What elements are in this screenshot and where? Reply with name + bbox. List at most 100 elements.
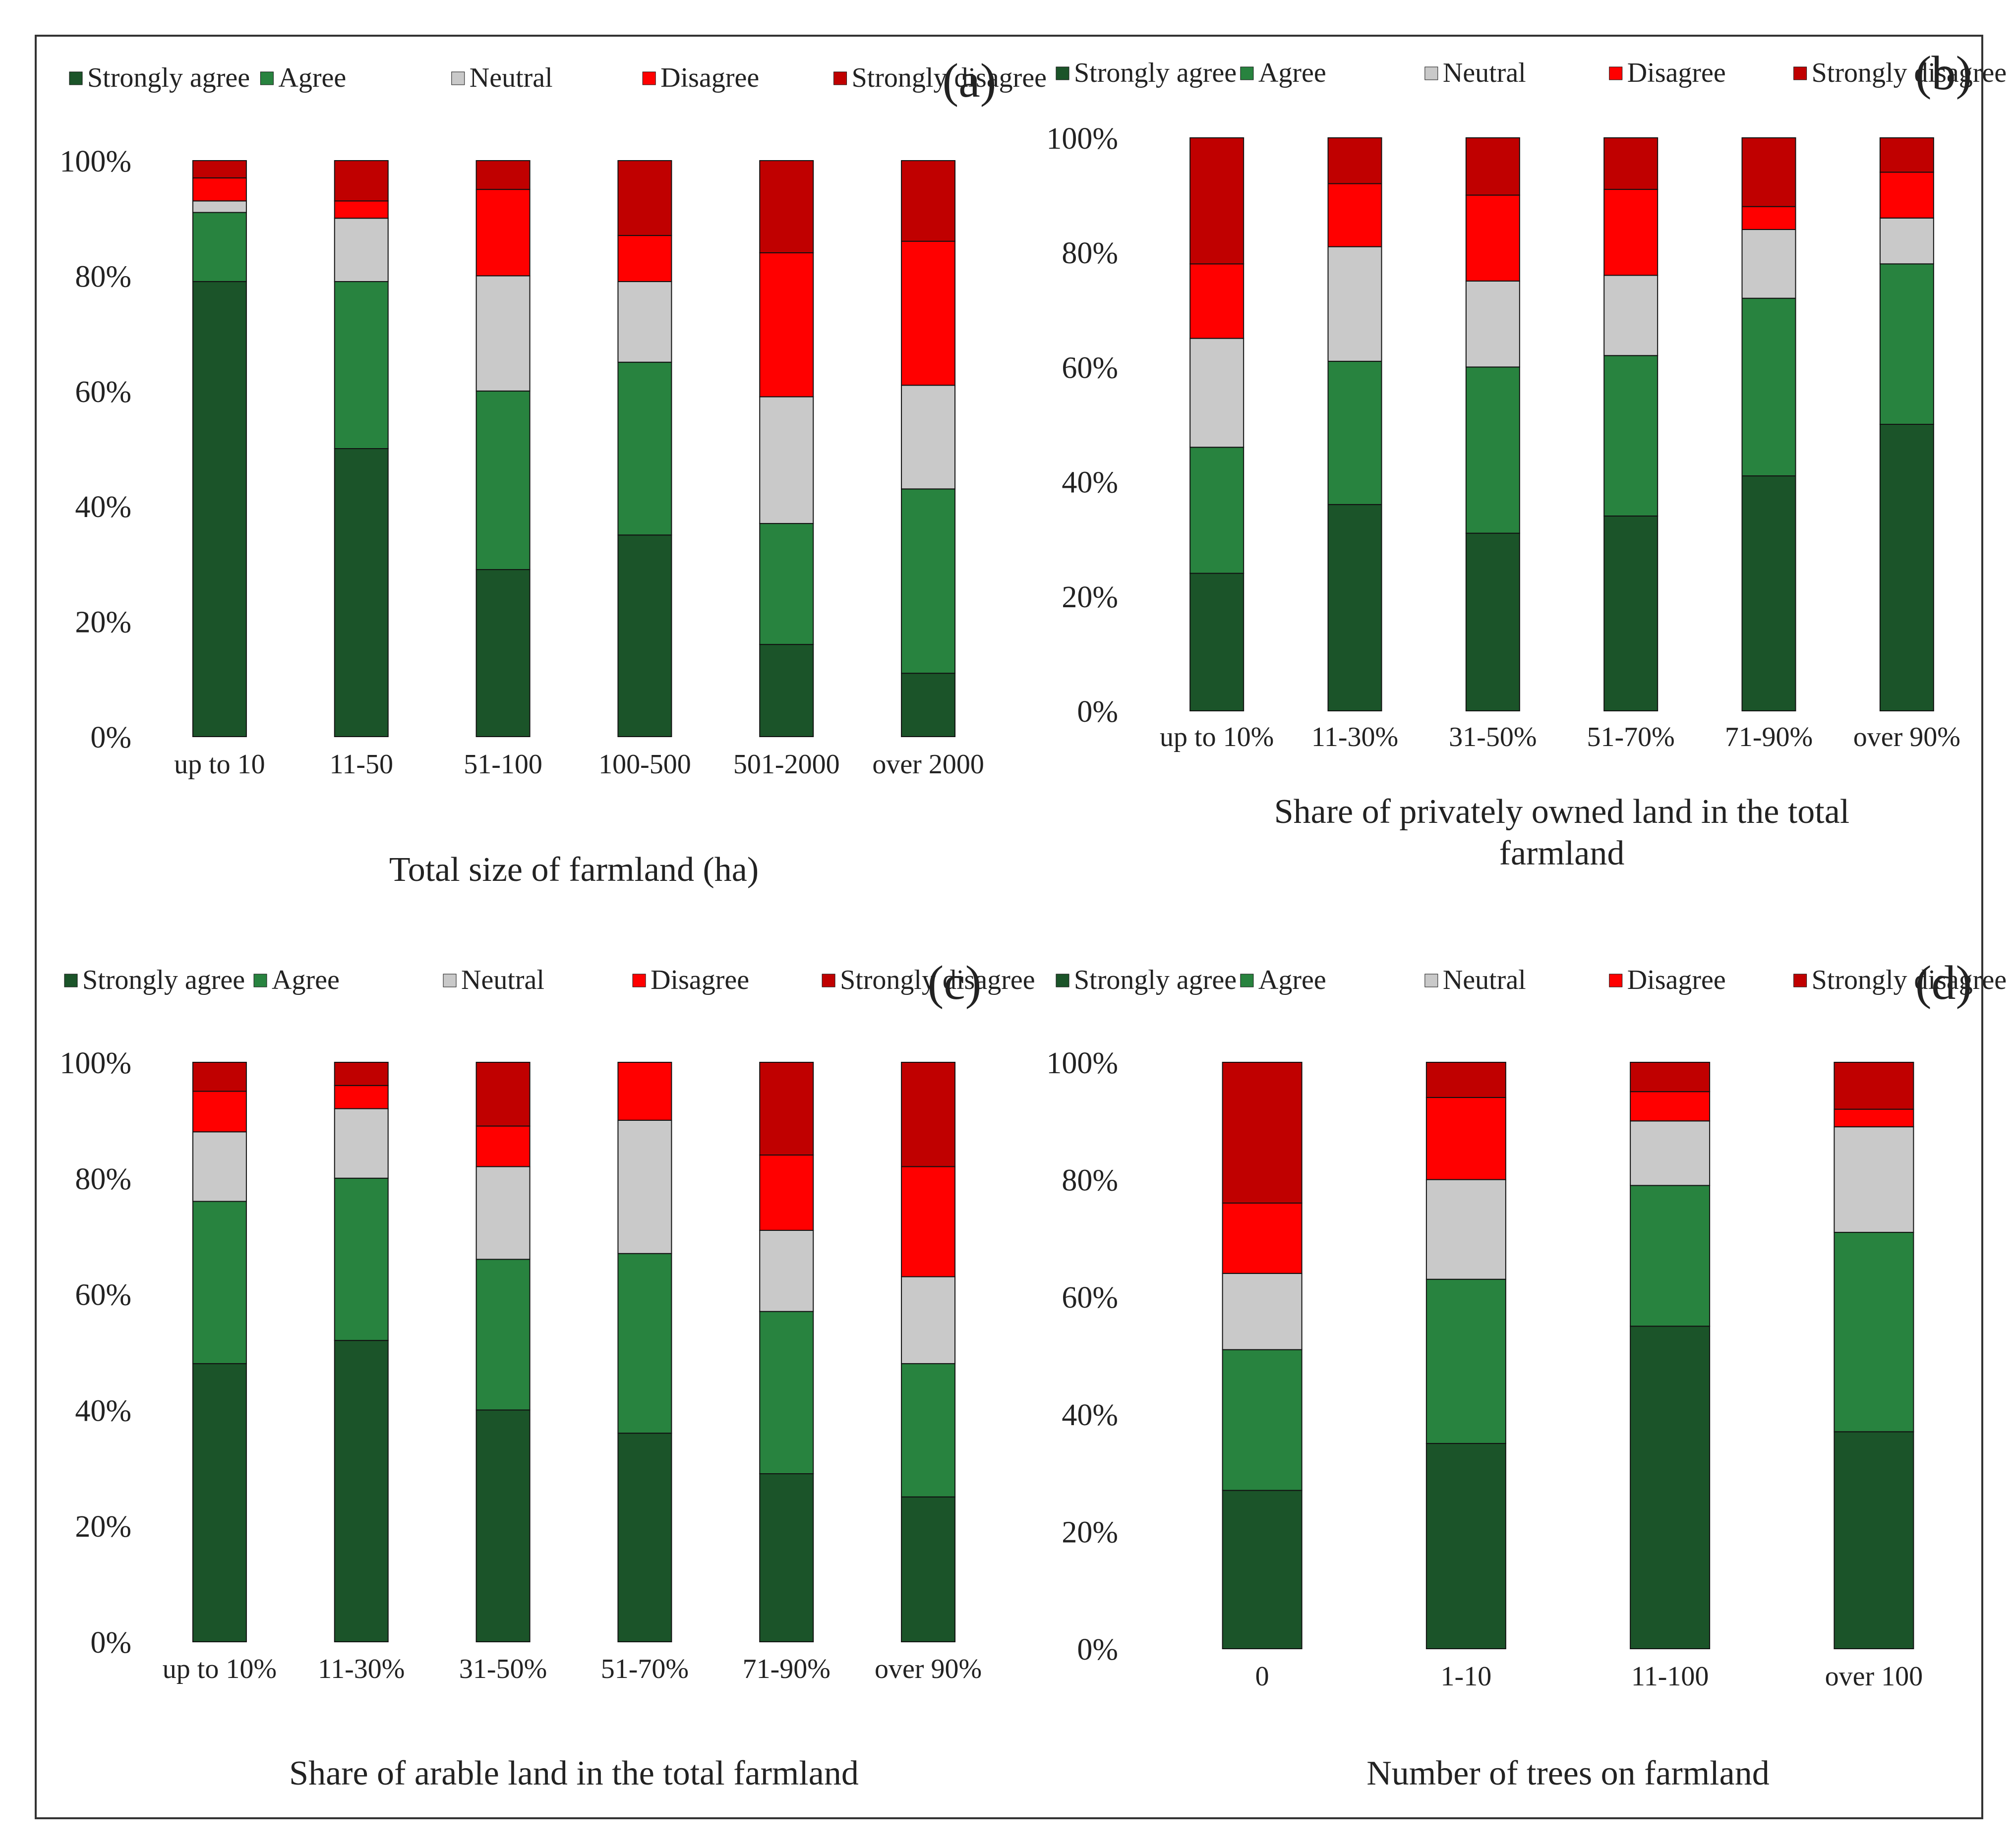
legend-label-d-0: Strongly agree: [1074, 965, 1237, 995]
y-tick-a-0: 0%: [90, 721, 131, 754]
x-category-a-4: 501-2000: [733, 749, 840, 780]
bar-segment-c-1-4: [334, 1062, 389, 1086]
bar-segment-b-1-4: [1327, 137, 1382, 184]
x-category-b-5: over 90%: [1853, 722, 1960, 752]
x-category-c-3: 51-70%: [601, 1654, 689, 1684]
bar-segment-a-0-4: [192, 160, 247, 178]
legend-swatch-d-2: [1424, 974, 1438, 987]
y-tick-d-4: 80%: [1062, 1164, 1118, 1198]
bar-segment-a-1-4: [334, 160, 389, 202]
bar-segment-b-3-3: [1603, 189, 1659, 276]
legend-label-c-3: Disagree: [651, 965, 749, 995]
bar-segment-a-3-2: [617, 281, 672, 363]
bar-segment-b-0-2: [1189, 338, 1245, 448]
legend-swatch-a-3: [642, 71, 656, 85]
y-tick-c-3: 60%: [75, 1278, 131, 1312]
legend-label-a-0: Strongly agree: [87, 62, 250, 93]
bar-segment-a-1-2: [334, 218, 389, 283]
legend-label-a-1: Agree: [278, 62, 346, 93]
bar-segment-c-5-3: [901, 1166, 956, 1277]
bar-segment-a-3-0: [617, 534, 672, 738]
legend-label-b-2: Neutral: [1443, 58, 1526, 88]
x-category-d-3: over 100: [1825, 1661, 1923, 1692]
panel-label-c: (c): [928, 956, 982, 1010]
y-tick-a-2: 40%: [75, 490, 131, 524]
bar-segment-a-0-3: [192, 177, 247, 202]
panel-label-a: (a): [943, 54, 997, 108]
bar-segment-b-0-0: [1189, 573, 1245, 712]
y-tick-c-2: 40%: [75, 1394, 131, 1428]
bar-segment-b-4-4: [1741, 137, 1796, 207]
bar-segment-d-1-3: [1425, 1097, 1506, 1180]
bar-segment-a-4-2: [759, 396, 814, 524]
y-tick-d-5: 100%: [1046, 1046, 1118, 1080]
x-category-d-1: 1-10: [1441, 1661, 1492, 1692]
bar-segment-c-4-4: [759, 1062, 814, 1156]
bar-segment-c-1-2: [334, 1108, 389, 1179]
y-tick-c-1: 20%: [75, 1510, 131, 1544]
bar-segment-a-2-1: [475, 390, 531, 571]
legend-swatch-c-4: [822, 974, 835, 987]
bar-segment-a-4-4: [759, 160, 814, 253]
bar-segment-a-5-0: [901, 673, 956, 738]
x-category-b-2: 31-50%: [1449, 722, 1537, 752]
y-tick-b-5: 100%: [1046, 122, 1118, 156]
bar-segment-b-4-2: [1741, 229, 1796, 299]
bar-segment-a-4-0: [759, 644, 814, 737]
legend-label-d-4: Strongly disagree: [1812, 965, 2007, 995]
bar-segment-a-3-4: [617, 160, 672, 236]
bar-segment-d-3-3: [1834, 1108, 1914, 1128]
x-category-b-4: 71-90%: [1725, 722, 1813, 752]
x-category-d-2: 11-100: [1631, 1661, 1709, 1692]
bar-segment-a-0-2: [192, 200, 247, 213]
y-tick-c-4: 80%: [75, 1162, 131, 1196]
bar-segment-b-3-1: [1603, 355, 1659, 517]
bar-segment-a-4-1: [759, 523, 814, 645]
bar-segment-d-1-2: [1425, 1179, 1506, 1280]
x-axis-title-line-d-0: Number of trees on farmland: [1366, 1754, 1770, 1792]
bar-segment-a-5-4: [901, 160, 956, 242]
x-category-c-1: 11-30%: [318, 1654, 405, 1684]
bar-segment-c-2-3: [475, 1125, 531, 1167]
x-category-c-0: up to 10%: [163, 1654, 277, 1684]
x-axis-title-a: Total size of farmland (ha): [389, 851, 759, 889]
bar-segment-c-5-0: [901, 1496, 956, 1642]
legend-swatch-b-1: [1240, 66, 1254, 80]
legend-swatch-a-4: [833, 71, 847, 85]
bar-segment-d-1-4: [1425, 1062, 1506, 1098]
bar-segment-a-1-3: [334, 200, 389, 219]
legend-swatch-b-0: [1056, 66, 1069, 80]
bar-segment-c-5-4: [901, 1062, 956, 1167]
bar-segment-b-3-2: [1603, 275, 1659, 356]
bar-segment-b-2-4: [1465, 137, 1520, 196]
legend-label-b-3: Disagree: [1627, 58, 1726, 88]
y-tick-d-1: 20%: [1062, 1515, 1118, 1549]
y-tick-b-2: 40%: [1062, 466, 1118, 500]
x-axis-title-d: Number of trees on farmland: [1366, 1754, 1770, 1792]
bar-segment-a-2-3: [475, 189, 531, 277]
bar-segment-c-0-3: [192, 1091, 247, 1133]
bar-segment-c-3-1: [617, 1253, 672, 1434]
bar-segment-a-0-1: [192, 212, 247, 283]
bar-segment-b-5-3: [1879, 172, 1934, 219]
legend-label-c-0: Strongly agree: [82, 965, 245, 995]
bar-segment-d-3-2: [1834, 1126, 1914, 1233]
bar-segment-d-0-4: [1222, 1062, 1303, 1204]
bar-segment-b-1-2: [1327, 246, 1382, 362]
bar-segment-b-5-0: [1879, 424, 1934, 711]
bar-segment-b-2-2: [1465, 281, 1520, 368]
legend-label-a-3: Disagree: [660, 62, 759, 93]
bar-segment-d-1-0: [1425, 1443, 1506, 1649]
x-axis-title-line-b-1: farmland: [1499, 834, 1625, 872]
bar-segment-a-0-0: [192, 281, 247, 737]
x-axis-title-line-a-0: Total size of farmland (ha): [389, 851, 759, 889]
bar-segment-c-2-2: [475, 1166, 531, 1260]
y-tick-b-1: 20%: [1062, 580, 1118, 614]
legend-swatch-c-2: [443, 974, 457, 987]
bar-segment-b-2-1: [1465, 366, 1520, 534]
x-category-d-0: 0: [1255, 1661, 1269, 1692]
legend-label-c-1: Agree: [272, 965, 340, 995]
bar-segment-d-2-4: [1630, 1062, 1711, 1093]
bar-segment-d-0-1: [1222, 1349, 1303, 1491]
bar-segment-d-0-3: [1222, 1202, 1303, 1274]
